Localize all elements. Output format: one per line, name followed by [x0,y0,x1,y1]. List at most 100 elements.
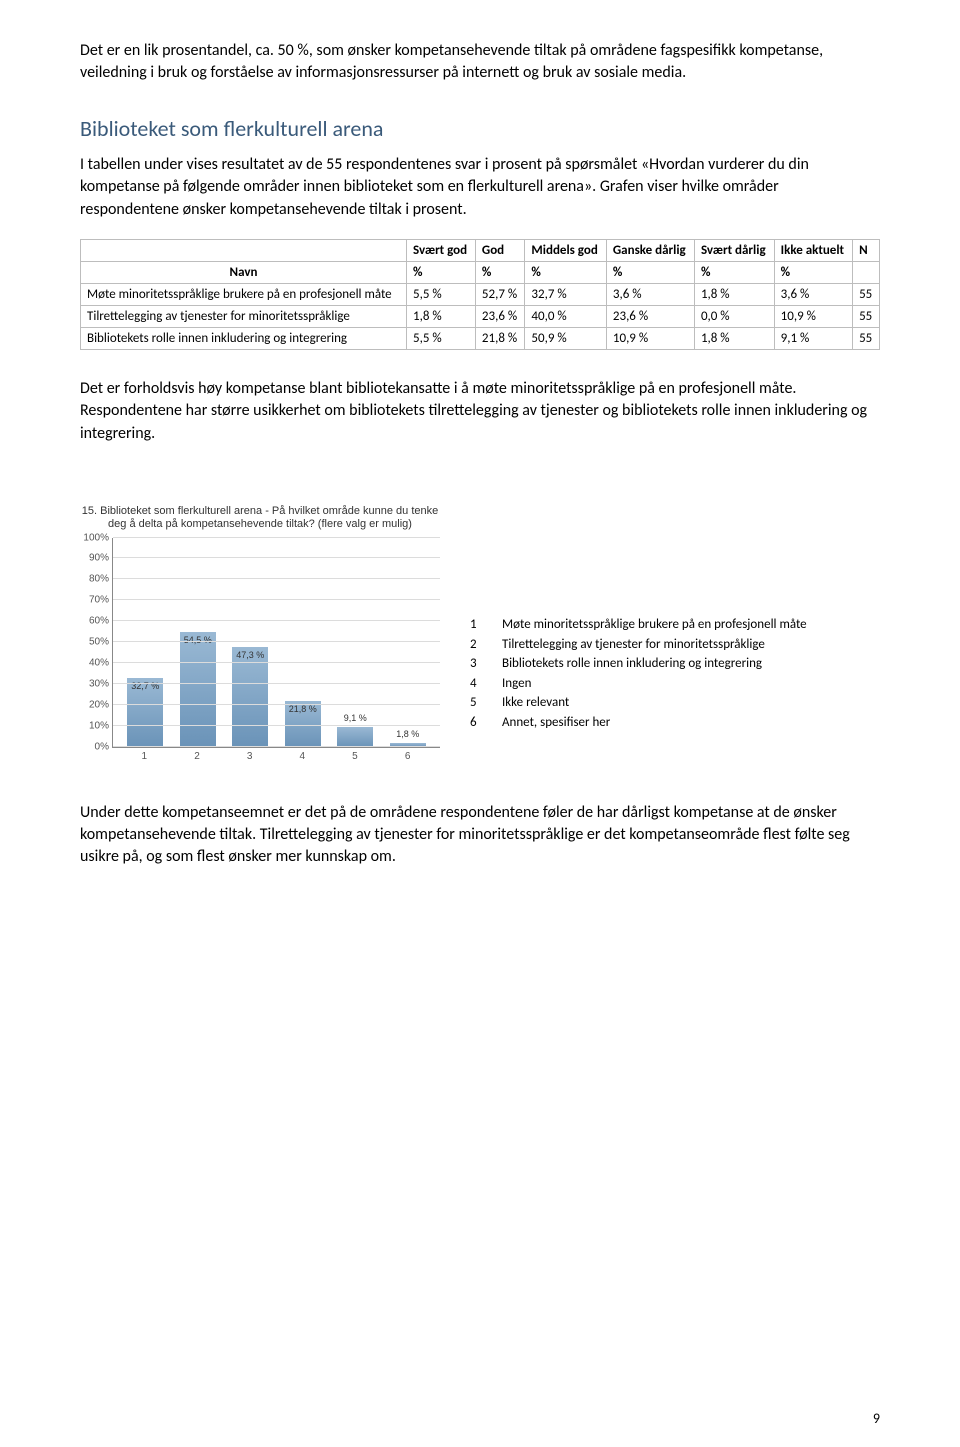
bar: 32,7 % [127,678,163,747]
legend-num: 3 [470,654,482,674]
cell: 5,5 % [407,283,476,305]
cell: 3,6 % [606,283,694,305]
gridline [113,725,440,726]
cell: 55 [853,283,880,305]
cell: 9,1 % [774,327,852,349]
col-header: Ganske dårlig [606,239,694,261]
row-label: Møte minoritetsspråklige brukere på en p… [81,283,407,305]
legend-row: 5 Ikke relevant [470,693,807,713]
col-header: N [853,239,880,261]
bar-wrap: 54,5 % [180,632,216,746]
x-axis-label: 3 [232,748,268,762]
y-axis-label: 30% [79,678,109,689]
bar-value-label: 1,8 % [396,729,419,739]
col-header: Svært god [407,239,476,261]
bar: 54,5 % [180,632,216,746]
pct-header: % [475,261,525,283]
cell: 32,7 % [525,283,606,305]
gridline [113,557,440,558]
legend-num: 4 [470,674,482,694]
legend-row: 2Tilrettelegging av tjenester for minori… [470,635,807,655]
chart-title: 15. Biblioteket som flerkulturell arena … [80,505,440,531]
gridline [113,683,440,684]
cell: 1,8 % [694,327,774,349]
y-axis-label: 10% [79,720,109,731]
gridline [113,620,440,621]
cell: 21,8 % [475,327,525,349]
legend-num: 1 [470,615,482,635]
y-axis-label: 20% [79,699,109,710]
n-header-blank [853,261,880,283]
y-axis-label: 0% [79,741,109,752]
pct-header: % [525,261,606,283]
pct-header: % [694,261,774,283]
y-axis-label: 80% [79,574,109,585]
x-axis-label: 1 [126,748,162,762]
legend-text: Ingen [502,674,531,694]
cell: 55 [853,327,880,349]
pct-header: % [606,261,694,283]
col-header: Middels god [525,239,606,261]
section-paragraph: I tabellen under vises resultatet av de … [80,154,880,221]
legend-num: 5 [470,693,482,713]
table-body: Møte minoritetsspråklige brukere på en p… [81,283,880,349]
gridline [113,662,440,663]
intro-paragraph: Det er en lik prosentandel, ca. 50 %, so… [80,40,880,85]
table-row: Bibliotekets rolle innen inkludering og … [81,327,880,349]
gridline [113,537,440,538]
cell: 55 [853,305,880,327]
chart-row: 15. Biblioteket som flerkulturell arena … [80,505,880,761]
cell: 23,6 % [475,305,525,327]
x-axis-label: 6 [390,748,426,762]
chart-bars: 32,7 % 54,5 % 47,3 % 21,8 % 9,1 % 1,8 % [113,538,440,747]
y-axis-label: 60% [79,616,109,627]
cell: 1,8 % [407,305,476,327]
gridline [113,578,440,579]
legend-text: Tilrettelegging av tjenester for minorit… [502,635,765,655]
chart-x-labels: 123456 [112,748,440,762]
legend-text: Møte minoritetsspråklige brukere på en p… [502,615,807,635]
cell: 10,9 % [774,305,852,327]
gridline [113,641,440,642]
legend-num: 6 [470,713,482,733]
cell: 10,9 % [606,327,694,349]
table-unit-row: Navn % % % % % % [81,261,880,283]
bar-wrap: 21,8 % [285,701,321,747]
cell: 3,6 % [774,283,852,305]
legend-text: Bibliotekets rolle innen inkludering og … [502,654,762,674]
cell: 50,9 % [525,327,606,349]
x-axis-label: 4 [284,748,320,762]
cell: 52,7 % [475,283,525,305]
table-empty-header [81,239,407,261]
bar-value-label: 9,1 % [344,713,367,723]
bar: 21,8 % [285,701,321,747]
row-label: Bibliotekets rolle innen inkludering og … [81,327,407,349]
chart-legend: 1 Møte minoritetsspråklige brukere på en … [470,615,807,732]
cell: 0,0 % [694,305,774,327]
row-label: Tilrettelegging av tjenester for minorit… [81,305,407,327]
chart-plot-area: 32,7 %54,5 %47,3 %21,8 %9,1 %1,8 % 0%10%… [112,538,440,748]
table-row: Tilrettelegging av tjenester for minorit… [81,305,880,327]
middle-paragraph: Det er forholdsvis høy kompetanse blant … [80,378,880,445]
cell: 1,8 % [694,283,774,305]
bar-chart: 15. Biblioteket som flerkulturell arena … [80,505,440,761]
gridline [113,746,440,747]
y-axis-label: 40% [79,657,109,668]
table-header-row: Svært god God Middels god Ganske dårlig … [81,239,880,261]
legend-text: Annet, spesifiser her [502,713,610,733]
bar: 9,1 % [337,727,373,746]
table-head: Svært god God Middels god Ganske dårlig … [81,239,880,283]
cell: 40,0 % [525,305,606,327]
bar-wrap: 32,7 % [127,678,163,747]
legend-row: 1 Møte minoritetsspråklige brukere på en … [470,615,807,635]
legend-row: 4 Ingen [470,674,807,694]
gridline [113,704,440,705]
y-axis-label: 70% [79,595,109,606]
y-axis-label: 100% [79,532,109,543]
legend-text: Ikke relevant [502,693,569,713]
bar-value-label: 47,3 % [236,650,264,660]
y-axis-label: 50% [79,637,109,648]
bar-wrap: 9,1 % [337,727,373,746]
pct-header: % [774,261,852,283]
closing-paragraph: Under dette kompetanseemnet er det på de… [80,802,880,869]
